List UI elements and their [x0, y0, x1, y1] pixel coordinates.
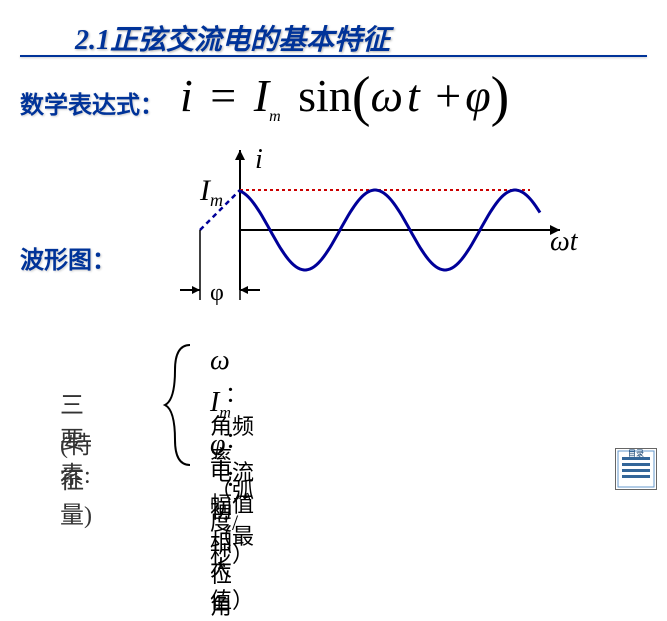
- element-symbol: φ: [210, 429, 250, 461]
- formula-t: t: [407, 70, 420, 121]
- element-symbol: Im: [210, 387, 250, 423]
- element-symbol: ω: [210, 345, 250, 377]
- menu-icon[interactable]: 目录: [615, 448, 657, 490]
- formula-plus: +: [435, 70, 461, 121]
- formula-sin: sin: [298, 70, 352, 121]
- formula-phi: φ: [465, 70, 490, 121]
- formula-Im-m: m: [269, 108, 281, 125]
- axis-wt-label: ωt: [550, 226, 579, 257]
- formula-Im-I: I: [254, 70, 269, 121]
- formula-lparen: (: [352, 66, 371, 128]
- phi-label: φ: [210, 280, 224, 306]
- title-underline: [20, 55, 647, 57]
- formula: i = Im sin(ωt +φ): [180, 65, 509, 129]
- formula-lhs: i: [180, 70, 193, 121]
- feature-qty-label: (特征量): [60, 425, 92, 530]
- element-desc: ： 初相位角: [210, 466, 247, 619]
- axis-Im-label: Im: [199, 174, 223, 210]
- brace-icon: [160, 340, 200, 470]
- formula-eq: =: [210, 70, 236, 121]
- waveform-label: 波形图：: [20, 240, 116, 275]
- element-row: φ ： 初相位角: [210, 429, 250, 621]
- svg-text:目录: 目录: [628, 449, 644, 458]
- waveform-chart: i Im ωt φ: [170, 140, 590, 300]
- math-expression-label: 数学表达式：: [20, 85, 164, 120]
- formula-omega: ω: [370, 70, 402, 121]
- axis-i-label: i: [255, 144, 263, 175]
- page-title: 2.1正弦交流电的基本特征: [75, 18, 390, 58]
- formula-rparen: ): [491, 66, 510, 128]
